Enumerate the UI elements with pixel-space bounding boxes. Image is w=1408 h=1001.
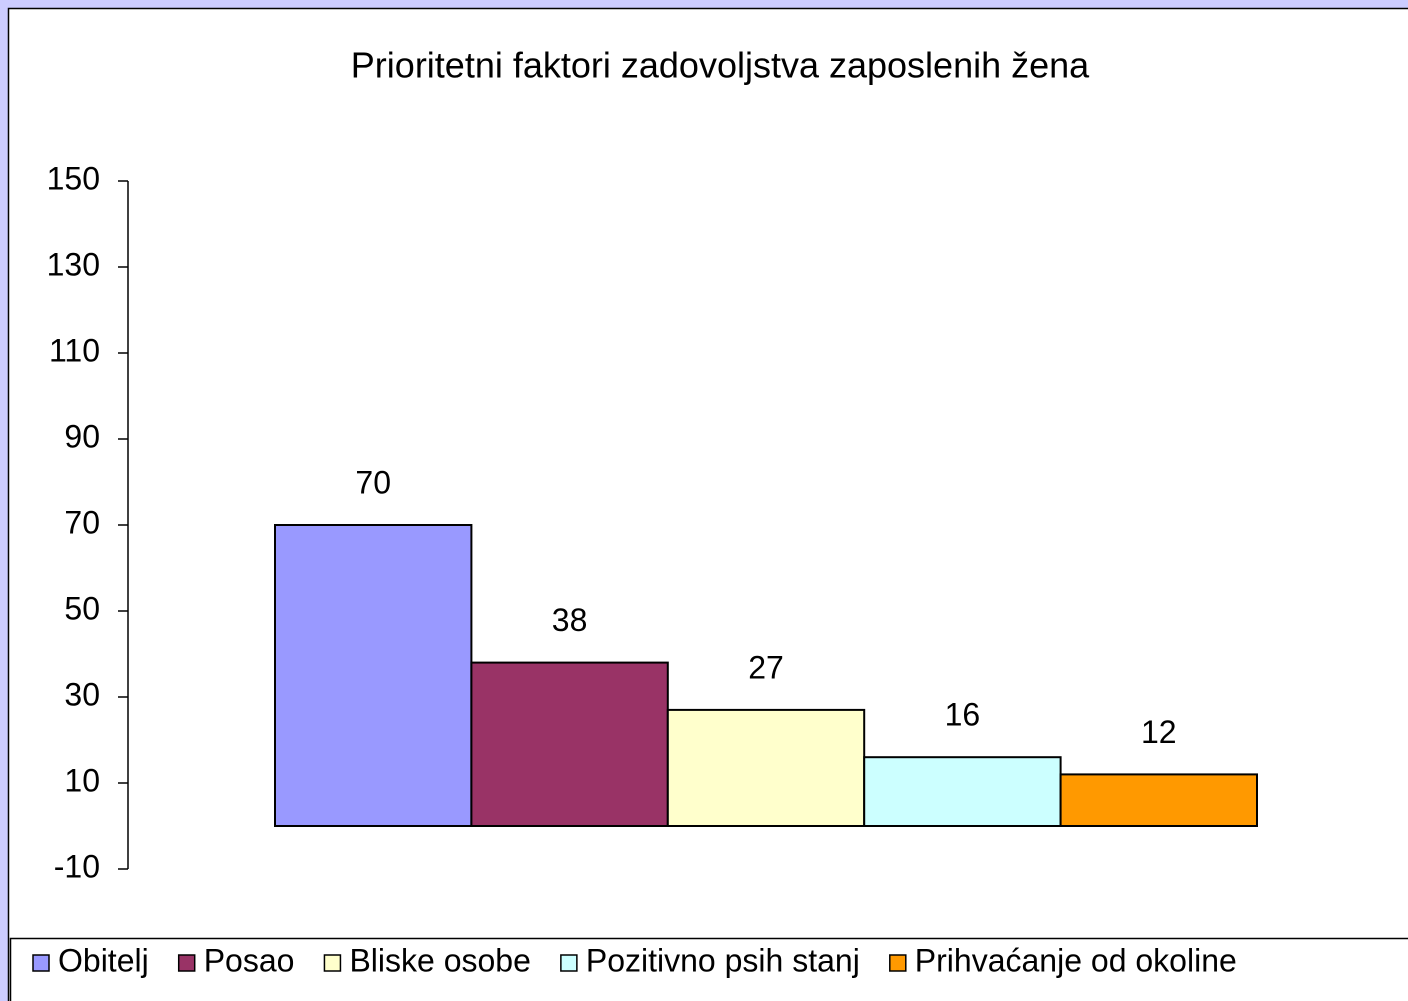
legend-swatch [560,954,578,972]
y-tick-label: -10 [54,848,100,884]
bar [470,661,669,827]
data-label: 38 [552,602,588,638]
y-tick-label: 70 [64,504,100,540]
chart-area [7,7,1408,1001]
y-tick-label: 30 [64,676,100,712]
bar [1059,773,1258,828]
legend [9,937,1408,1001]
y-tick-label: 50 [64,590,100,626]
y-tick-label: 150 [47,160,100,196]
bar [274,524,473,827]
legend-swatch [32,954,50,972]
data-label: 16 [945,697,981,733]
legend-label: Obitelj [58,942,149,978]
bar [666,708,866,828]
legend-label: Prihvaćanje od okoline [915,942,1237,978]
y-tick-label: 130 [47,246,100,282]
legend-label: Bliske osobe [349,942,530,978]
data-label: 27 [748,649,784,685]
data-label: 12 [1141,714,1177,750]
data-label: 70 [355,464,391,500]
y-tick-label: 10 [64,762,100,798]
bar [863,756,1062,828]
chart-title: Prioritetni faktori zadovoljstva zaposle… [351,45,1090,86]
legend-swatch [889,954,907,972]
legend-swatch [177,954,196,972]
legend-swatch [323,954,342,972]
y-tick-label: 90 [64,418,100,454]
y-tick-label: 110 [49,332,100,368]
legend-label: Posao [204,942,295,978]
legend-label: Pozitivno psih stanj [586,942,860,978]
